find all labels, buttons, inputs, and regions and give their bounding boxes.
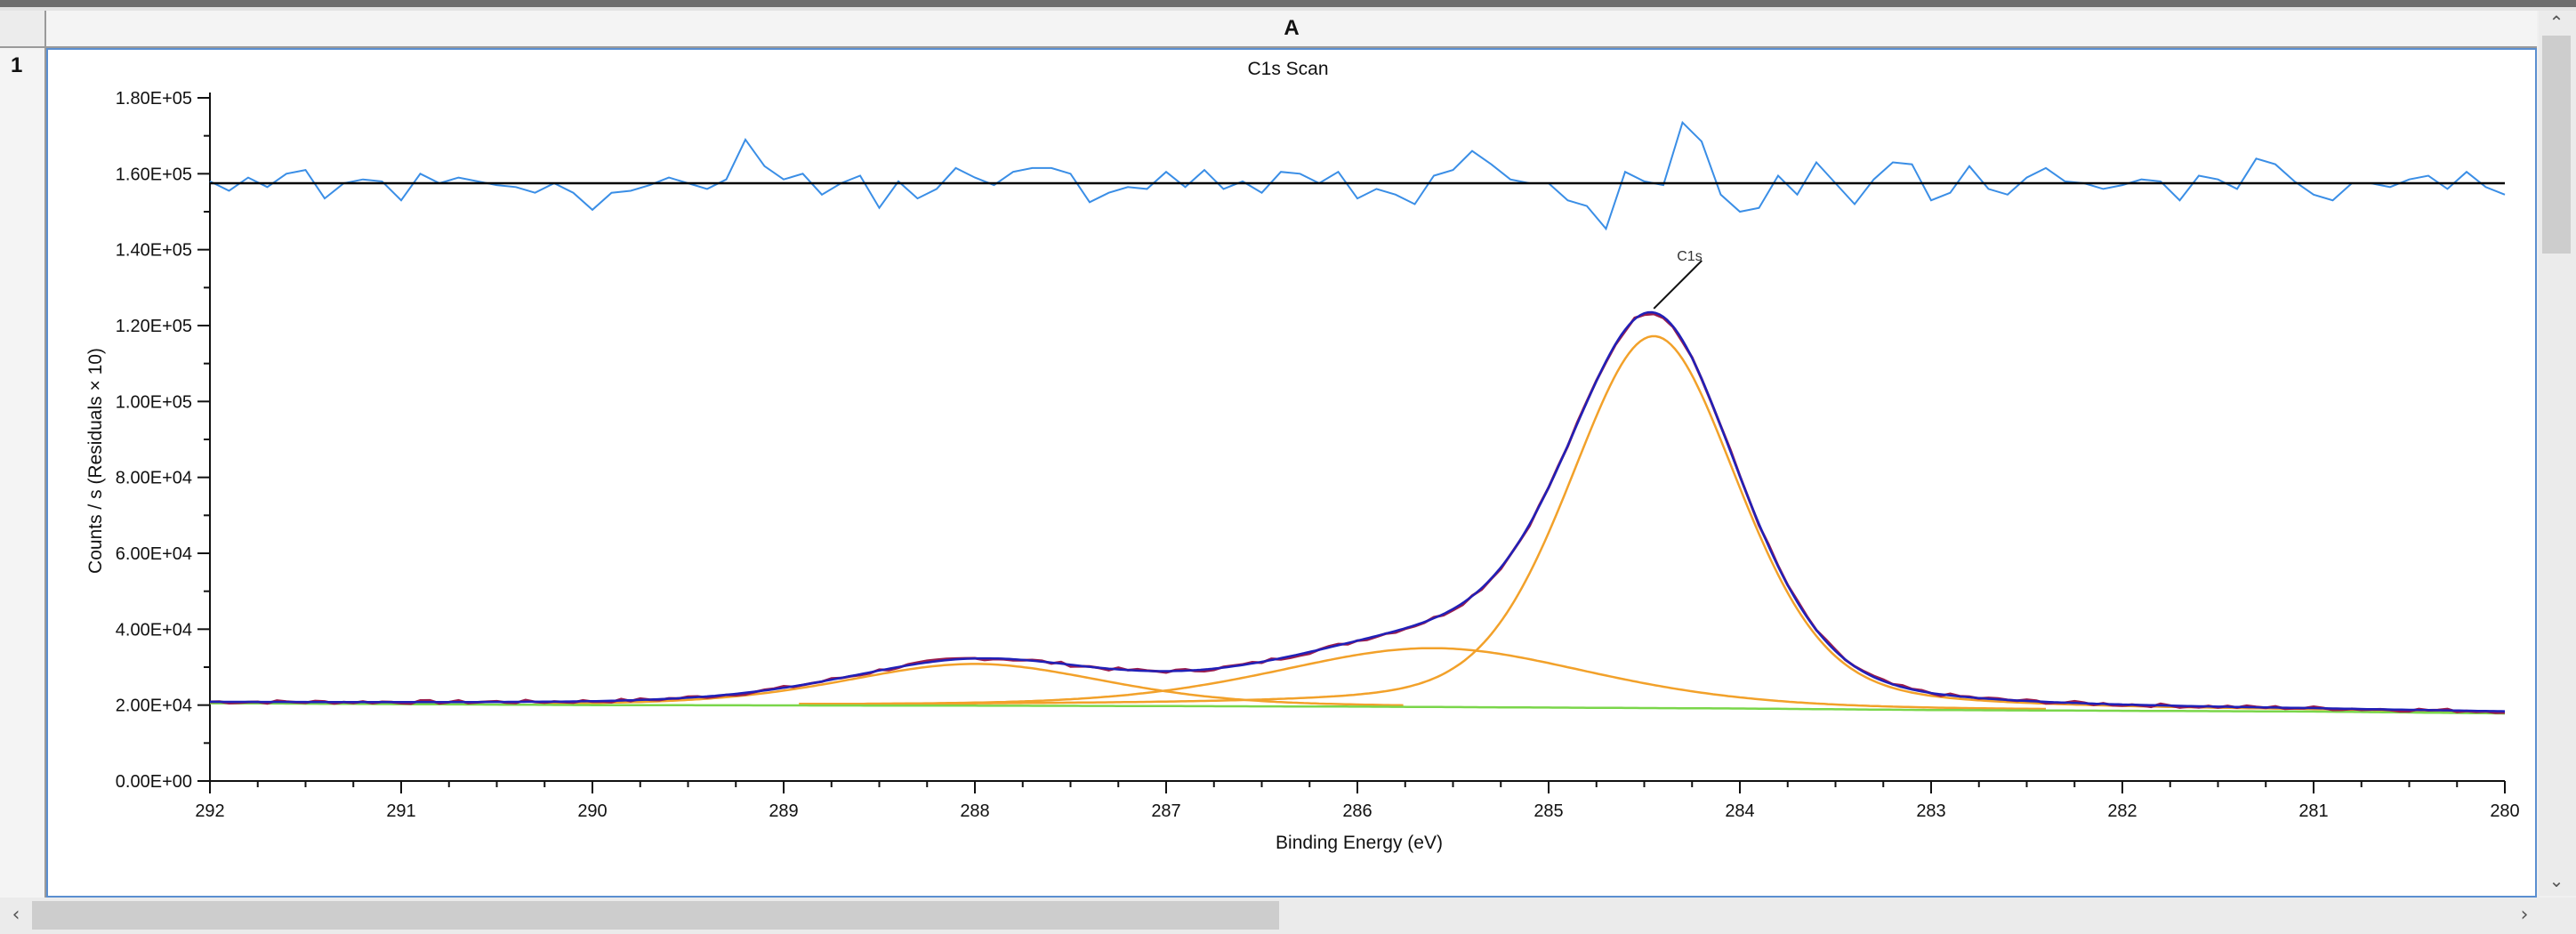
sheet-corner-cell[interactable] — [0, 11, 46, 48]
x-tick-label: 282 — [2107, 801, 2137, 821]
annotation-leader-line — [1653, 260, 1703, 310]
y-tick-label: 2.00E+04 — [116, 696, 192, 716]
y-tick-label: 0.00E+00 — [116, 772, 192, 792]
y-tick-label: 1.80E+05 — [116, 89, 192, 109]
window-top-strip — [0, 7, 2576, 11]
chevron-up-icon: ⌃ — [2548, 12, 2564, 33]
vertical-scroll-thumb[interactable] — [2542, 36, 2571, 254]
scroll-up-button[interactable]: ⌃ — [2542, 9, 2571, 36]
x-tick-label: 285 — [1534, 801, 1563, 821]
row-header-1[interactable]: 1 — [0, 48, 46, 898]
horizontal-scroll-thumb[interactable] — [32, 901, 1279, 930]
x-tick-label: 280 — [2490, 801, 2519, 821]
y-tick-label: 6.00E+04 — [116, 544, 192, 564]
y-tick-label: 4.00E+04 — [116, 620, 192, 640]
envelope-line — [210, 310, 2506, 713]
chevron-down-icon: ⌄ — [2548, 870, 2564, 891]
component-peak-2 — [821, 647, 2046, 711]
y-tick-label: 8.00E+04 — [116, 469, 192, 488]
background-line — [209, 702, 2506, 715]
x-axis-label: Binding Energy (eV) — [1276, 833, 1443, 853]
scroll-down-button[interactable]: ⌄ — [2542, 867, 2571, 894]
x-tick-label: 292 — [195, 801, 224, 821]
c1s-peak-annotation: C1s — [1677, 249, 1702, 264]
y-tick-label: 1.40E+05 — [116, 241, 192, 261]
x-tick-label: 284 — [1725, 801, 1754, 821]
raw-data-line — [209, 312, 2506, 714]
x-tick-label: 286 — [1342, 801, 1372, 821]
y-axis-label: Counts / s (Residuals × 10) — [85, 348, 106, 574]
scroll-left-button[interactable]: ‹ — [2, 901, 30, 930]
x-tick-label: 291 — [386, 801, 415, 821]
x-tick-label: 287 — [1151, 801, 1180, 821]
y-tick-label: 1.20E+05 — [116, 317, 192, 336]
column-label: A — [1284, 16, 1300, 40]
residuals-line — [209, 120, 2506, 231]
chart-title: C1s Scan — [1247, 59, 1328, 79]
chevron-left-icon: ‹ — [12, 904, 20, 926]
x-tick-label: 289 — [769, 801, 798, 821]
x-tick-label: 281 — [2298, 801, 2328, 821]
axes: 0.00E+00 2.00E+04 4.00E+04 6.00E+04 8.00E+04… — [116, 89, 2520, 821]
component-peak-3 — [546, 663, 1404, 707]
x-tick-label: 288 — [960, 801, 989, 821]
chevron-right-icon: › — [2520, 904, 2529, 926]
component-peak-1 — [799, 334, 2505, 713]
column-header-a[interactable]: A — [46, 11, 2537, 48]
y-tick-label: 1.00E+05 — [116, 392, 192, 412]
c1s-scan-chart: C1s Scan Binding Energy (eV) Counts / s … — [85, 59, 2520, 853]
y-tick-label: 1.60E+05 — [116, 165, 192, 184]
row-label: 1 — [11, 53, 23, 77]
window-top-border — [0, 0, 2576, 7]
scroll-right-button[interactable]: › — [2510, 901, 2539, 930]
x-tick-label: 283 — [1916, 801, 1945, 821]
x-tick-label: 290 — [577, 801, 607, 821]
series-layer: C1s — [209, 120, 2506, 715]
chart-cell[interactable] — [46, 48, 2537, 898]
